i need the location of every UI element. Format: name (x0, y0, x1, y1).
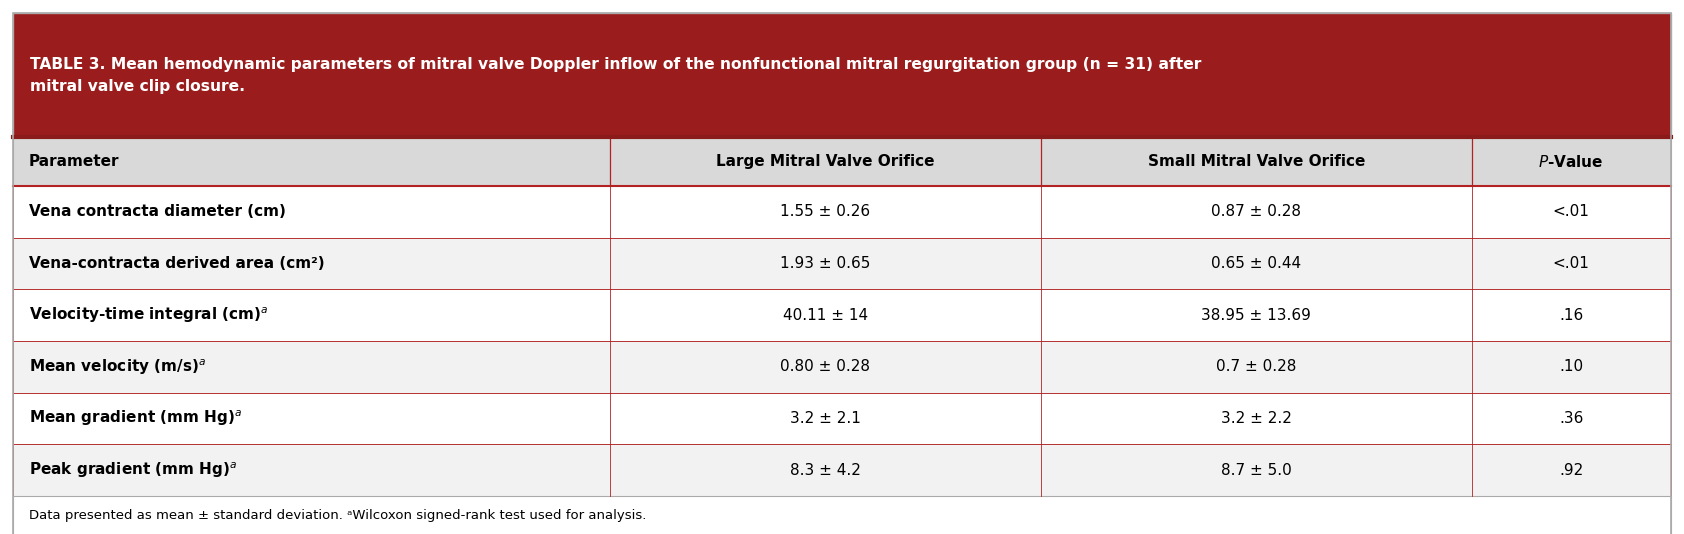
Bar (13, 289, 1671, 341)
Text: Small Mitral Valve Orifice: Small Mitral Valve Orifice (1147, 154, 1366, 169)
Text: 1.93 ± 0.65: 1.93 ± 0.65 (780, 256, 871, 271)
Text: 0.80 ± 0.28: 0.80 ± 0.28 (780, 359, 871, 374)
Text: 0.65 ± 0.44: 0.65 ± 0.44 (1211, 256, 1302, 271)
Text: 8.3 ± 4.2: 8.3 ± 4.2 (790, 463, 861, 478)
Text: 8.7 ± 5.0: 8.7 ± 5.0 (1221, 463, 1292, 478)
Text: TABLE 3. Mean hemodynamic parameters of mitral valve Doppler inflow of the nonfu: TABLE 3. Mean hemodynamic parameters of … (30, 57, 1202, 94)
Bar (13, 238, 1671, 289)
Bar (13, 444, 1671, 496)
Text: $\it{P}$-Value: $\it{P}$-Value (1539, 153, 1603, 169)
Text: 38.95 ± 13.69: 38.95 ± 13.69 (1201, 308, 1312, 323)
Text: .16: .16 (1559, 308, 1583, 323)
Bar (13, 392, 1671, 444)
Text: 3.2 ± 2.1: 3.2 ± 2.1 (790, 411, 861, 426)
Text: <.01: <.01 (1553, 204, 1590, 219)
Text: Mean velocity (m/s)$^a$: Mean velocity (m/s)$^a$ (29, 357, 205, 376)
Text: .10: .10 (1559, 359, 1583, 374)
Text: Data presented as mean ± standard deviation. ᵃWilcoxon signed-rank test used for: Data presented as mean ± standard deviat… (29, 509, 647, 522)
Text: Vena contracta diameter (cm): Vena contracta diameter (cm) (29, 204, 286, 219)
Text: .36: .36 (1559, 411, 1583, 426)
Text: Mean gradient (mm Hg)$^a$: Mean gradient (mm Hg)$^a$ (29, 409, 242, 428)
Bar (13, 341, 1671, 392)
Text: 40.11 ± 14: 40.11 ± 14 (783, 308, 867, 323)
Text: 0.7 ± 0.28: 0.7 ± 0.28 (1216, 359, 1297, 374)
Text: 1.55 ± 0.26: 1.55 ± 0.26 (780, 204, 871, 219)
Bar (13, 186, 1671, 238)
Bar (13, 137, 1671, 186)
Text: Vena-contracta derived area (cm²): Vena-contracta derived area (cm²) (29, 256, 325, 271)
Text: .92: .92 (1559, 463, 1583, 478)
Text: Parameter: Parameter (29, 154, 120, 169)
Text: 0.87 ± 0.28: 0.87 ± 0.28 (1211, 204, 1302, 219)
Text: Velocity-time integral (cm)$^a$: Velocity-time integral (cm)$^a$ (29, 305, 268, 325)
Bar (13, 496, 1671, 534)
Text: <.01: <.01 (1553, 256, 1590, 271)
Text: Peak gradient (mm Hg)$^a$: Peak gradient (mm Hg)$^a$ (29, 460, 237, 480)
Text: 3.2 ± 2.2: 3.2 ± 2.2 (1221, 411, 1292, 426)
Text: Large Mitral Valve Orifice: Large Mitral Valve Orifice (716, 154, 935, 169)
